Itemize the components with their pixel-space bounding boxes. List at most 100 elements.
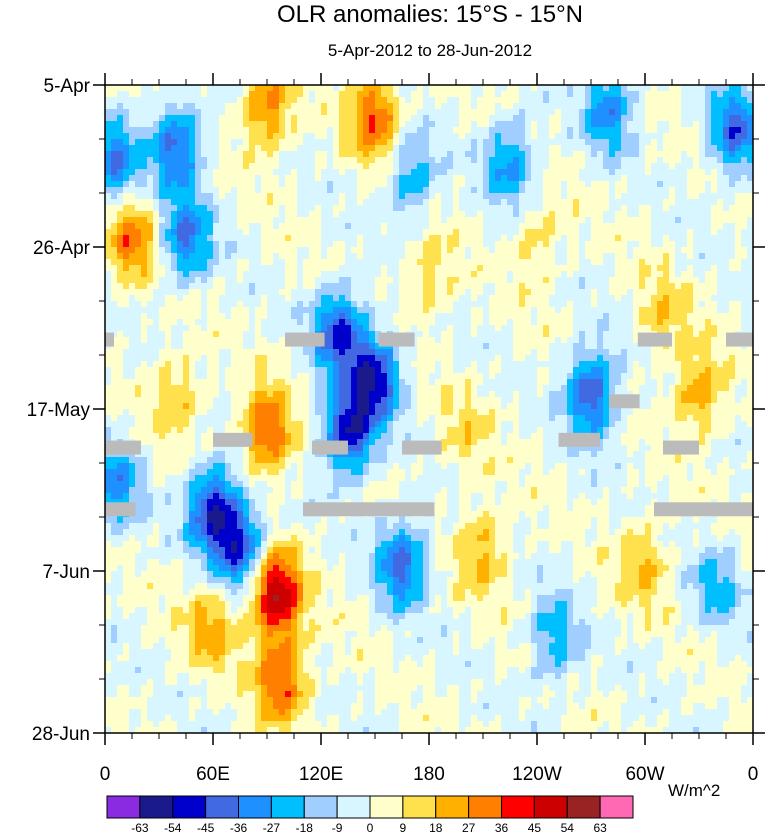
anomaly-cell bbox=[603, 289, 610, 296]
anomaly-cell bbox=[699, 271, 706, 278]
anomaly-cell bbox=[741, 133, 748, 140]
anomaly-cell bbox=[195, 193, 202, 200]
anomaly-cell bbox=[339, 325, 346, 332]
anomaly-cell bbox=[417, 331, 424, 338]
anomaly-cell bbox=[363, 277, 370, 284]
anomaly-cell bbox=[453, 193, 460, 200]
anomaly-cell bbox=[207, 355, 214, 362]
anomaly-cell bbox=[435, 115, 442, 122]
anomaly-cell bbox=[549, 157, 556, 164]
anomaly-cell bbox=[603, 133, 610, 140]
anomaly-cell bbox=[501, 193, 508, 200]
anomaly-cell bbox=[627, 115, 634, 122]
anomaly-cell bbox=[219, 187, 226, 194]
anomaly-cell bbox=[387, 127, 394, 134]
anomaly-cell bbox=[657, 157, 664, 164]
anomaly-cell bbox=[441, 157, 448, 164]
anomaly-cell bbox=[141, 229, 148, 236]
anomaly-cell bbox=[585, 169, 592, 176]
anomaly-cell bbox=[483, 271, 490, 278]
anomaly-cell bbox=[711, 223, 718, 230]
anomaly-cell bbox=[321, 151, 328, 158]
anomaly-cell bbox=[261, 175, 268, 182]
anomaly-cell bbox=[693, 199, 700, 206]
anomaly-cell bbox=[315, 205, 322, 212]
anomaly-cell bbox=[417, 175, 424, 182]
anomaly-cell bbox=[273, 271, 280, 278]
anomaly-cell bbox=[135, 289, 142, 296]
anomaly-cell bbox=[111, 229, 118, 236]
anomaly-cell bbox=[165, 169, 172, 176]
anomaly-cell bbox=[531, 325, 538, 332]
anomaly-cell bbox=[495, 187, 502, 194]
anomaly-cell bbox=[111, 319, 118, 326]
anomaly-cell bbox=[663, 253, 670, 260]
anomaly-cell bbox=[651, 187, 658, 194]
anomaly-cell bbox=[681, 325, 688, 332]
anomaly-cell bbox=[537, 295, 544, 302]
anomaly-cell bbox=[381, 253, 388, 260]
anomaly-cell bbox=[351, 241, 358, 248]
anomaly-cell bbox=[513, 307, 520, 314]
anomaly-cell bbox=[129, 235, 136, 242]
anomaly-cell bbox=[339, 115, 346, 122]
anomaly-cell bbox=[405, 223, 412, 230]
anomaly-cell bbox=[477, 175, 484, 182]
anomaly-cell bbox=[699, 85, 706, 92]
anomaly-cell bbox=[153, 109, 160, 116]
anomaly-cell bbox=[555, 229, 562, 236]
anomaly-cell bbox=[681, 277, 688, 284]
anomaly-cell bbox=[183, 157, 190, 164]
anomaly-cell bbox=[597, 265, 604, 272]
anomaly-cell bbox=[351, 187, 358, 194]
anomaly-cell bbox=[159, 331, 166, 338]
anomaly-cell bbox=[639, 355, 646, 362]
anomaly-cell bbox=[663, 211, 670, 218]
anomaly-cell bbox=[483, 91, 490, 98]
anomaly-cell bbox=[249, 307, 256, 314]
anomaly-cell bbox=[531, 331, 538, 338]
anomaly-cell bbox=[363, 217, 370, 224]
anomaly-cell bbox=[129, 223, 136, 230]
anomaly-cell bbox=[129, 253, 136, 260]
anomaly-cell bbox=[201, 283, 208, 290]
anomaly-cell bbox=[279, 103, 286, 110]
anomaly-cell bbox=[429, 313, 436, 320]
anomaly-cell bbox=[303, 91, 310, 98]
anomaly-cell bbox=[219, 277, 226, 284]
anomaly-cell bbox=[591, 121, 598, 128]
anomaly-cell bbox=[531, 145, 538, 152]
anomaly-cell bbox=[429, 265, 436, 272]
anomaly-cell bbox=[273, 115, 280, 122]
anomaly-cell bbox=[123, 277, 130, 284]
anomaly-cell bbox=[237, 319, 244, 326]
anomaly-cell bbox=[159, 223, 166, 230]
anomaly-cell bbox=[699, 283, 706, 290]
anomaly-cell bbox=[621, 187, 628, 194]
anomaly-cell bbox=[441, 97, 448, 104]
anomaly-cell bbox=[261, 337, 268, 344]
anomaly-cell bbox=[261, 133, 268, 140]
anomaly-cell bbox=[531, 253, 538, 260]
anomaly-cell bbox=[549, 121, 556, 128]
anomaly-cell bbox=[495, 103, 502, 110]
anomaly-cell bbox=[501, 133, 508, 140]
anomaly-cell bbox=[237, 265, 244, 272]
anomaly-cell bbox=[357, 217, 364, 224]
anomaly-cell bbox=[369, 253, 376, 260]
anomaly-cell bbox=[687, 103, 694, 110]
anomaly-cell bbox=[555, 151, 562, 158]
anomaly-cell bbox=[657, 85, 664, 92]
anomaly-cell bbox=[351, 169, 358, 176]
anomaly-cell bbox=[525, 97, 532, 104]
anomaly-cell bbox=[219, 163, 226, 170]
anomaly-cell bbox=[297, 229, 304, 236]
anomaly-cell bbox=[501, 247, 508, 254]
anomaly-cell bbox=[411, 175, 418, 182]
anomaly-cell bbox=[285, 283, 292, 290]
anomaly-cell bbox=[465, 325, 472, 332]
anomaly-cell bbox=[363, 283, 370, 290]
anomaly-cell bbox=[327, 199, 334, 206]
anomaly-cell bbox=[297, 199, 304, 206]
anomaly-cell bbox=[303, 349, 310, 356]
